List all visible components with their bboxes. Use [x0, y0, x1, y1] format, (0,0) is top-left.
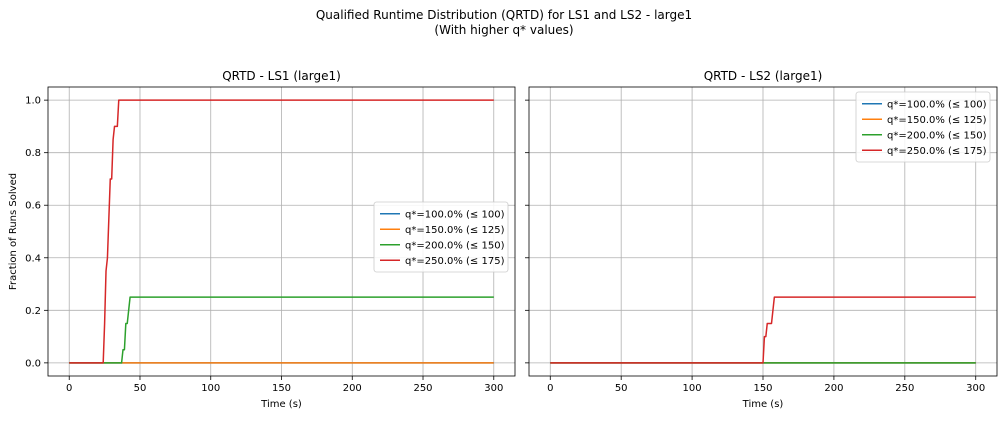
- legend-label: q*=150.0% (≤ 125): [887, 115, 987, 126]
- x-tick-label: 250: [413, 383, 432, 394]
- series-line-4: [69, 99, 494, 364]
- x-axis-label: Time (s): [260, 399, 302, 410]
- y-axis-label: Fraction of Runs Solved: [8, 173, 19, 290]
- y-tick-label: 1.0: [25, 96, 41, 107]
- figure-subtitle: (With higher q* values): [434, 23, 574, 37]
- legend-label: q*=150.0% (≤ 125): [405, 225, 505, 236]
- x-tick-label: 300: [484, 383, 503, 394]
- series-line-3: [69, 296, 494, 364]
- legend-box: [855, 91, 991, 163]
- x-tick-label: 150: [753, 383, 772, 394]
- y-tick-label: 0.8: [25, 148, 41, 159]
- legend: q*=100.0% (≤ 100) q*=150.0% (≤ 125) q*=200…: [855, 91, 991, 163]
- x-tick-label: 150: [272, 383, 291, 394]
- chart-title: QRTD - LS2 (large1): [704, 69, 823, 83]
- y-tick-label: 0.4: [25, 253, 41, 264]
- y-tick-label: 0.2: [25, 306, 41, 317]
- series-line-4: [550, 296, 976, 364]
- legend-label: q*=250.0% (≤ 175): [887, 146, 987, 157]
- x-tick-label: 100: [201, 383, 220, 394]
- y-tick-label: 0.6: [25, 201, 41, 212]
- x-tick-label: 200: [824, 383, 843, 394]
- x-tick-label: 200: [343, 383, 362, 394]
- x-tick-label: 50: [615, 383, 628, 394]
- x-tick-label: 100: [683, 383, 702, 394]
- figure-suptitle: Qualified Runtime Distribution (QRTD) fo…: [315, 8, 693, 22]
- legend-label: q*=200.0% (≤ 150): [887, 130, 987, 141]
- chart-panel-1: 0 50 100 150 200 250 300 0.0 0.2 0.4 0.6 0.8 1.0 QRTD…: [8, 69, 516, 410]
- chart-panel-2: 0 50 100 150 200 250 300 QRTD - LS2 (large1) Tim…: [525, 69, 998, 410]
- x-tick-label: 0: [547, 383, 553, 394]
- legend-label: q*=200.0% (≤ 150): [405, 240, 505, 251]
- legend-label: q*=250.0% (≤ 175): [405, 256, 505, 267]
- x-tick-label: 250: [895, 383, 914, 394]
- chart-title: QRTD - LS1 (large1): [222, 69, 341, 83]
- x-tick-label: 0: [66, 383, 72, 394]
- legend: q*=100.0% (≤ 100) q*=150.0% (≤ 125) q*=200…: [373, 201, 509, 273]
- x-axis-label: Time (s): [742, 399, 784, 410]
- x-tick-label: 300: [966, 383, 985, 394]
- legend-label: q*=100.0% (≤ 100): [405, 209, 505, 220]
- x-tick-label: 50: [134, 383, 147, 394]
- legend-box: [373, 201, 509, 273]
- legend-label: q*=100.0% (≤ 100): [887, 99, 987, 110]
- y-tick-label: 0.0: [25, 358, 41, 369]
